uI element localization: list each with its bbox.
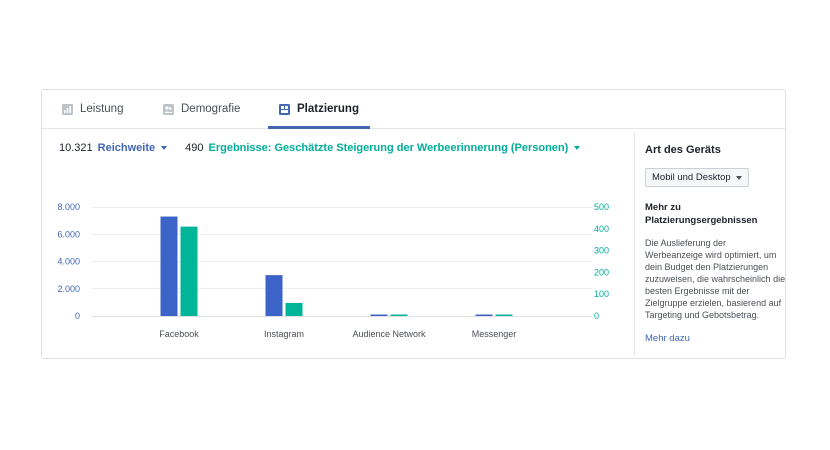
tab-platzierung[interactable]: Platzierung	[268, 90, 370, 129]
right-tick-label: 400	[594, 224, 609, 234]
placement-description: Die Auslieferung der Werbeanzeige wird o…	[645, 238, 786, 320]
left-tick-label: 8.000	[57, 202, 80, 212]
bar	[495, 314, 513, 316]
right-tick-label: 100	[594, 289, 609, 299]
device-title: Art des Geräts	[645, 144, 721, 156]
right-tick-label: 300	[594, 246, 609, 256]
tab-bar: Leistung Demografie Platzierung	[42, 90, 785, 129]
people-icon	[163, 103, 174, 115]
device-select[interactable]: Mobil und Desktop	[645, 168, 749, 187]
placement-icon	[279, 103, 290, 115]
device-select-value: Mobil und Desktop	[652, 172, 731, 183]
tab-label: Leistung	[80, 103, 124, 115]
placement-results-heading: Mehr zu Platzierungsergebnissen	[645, 202, 758, 226]
category-labels: Facebook Instagram Audience Network Messeng…	[159, 329, 516, 339]
chevron-down-icon	[735, 175, 742, 180]
chevron-down-icon	[574, 146, 581, 150]
chevron-down-icon	[161, 146, 168, 150]
placement-card: Leistung Demografie Platzierung 10.321 R…	[41, 89, 786, 359]
bar	[285, 302, 303, 316]
bar	[265, 275, 283, 316]
bar-chart-icon	[62, 103, 73, 115]
learn-more-link[interactable]: Mehr dazu	[645, 333, 690, 344]
right-tick-label: 0	[594, 311, 599, 321]
reach-value: 10.321	[59, 142, 93, 154]
placement-chart: 0 2.000 4.000 6.000 8.000 0 100 200 300 400 500 F…	[57, 202, 609, 339]
bar-marks	[160, 216, 513, 316]
tab-leistung[interactable]: Leistung	[62, 90, 123, 128]
right-tick-label: 500	[594, 202, 609, 212]
bar	[160, 216, 178, 316]
bar	[180, 226, 198, 316]
tab-demografie[interactable]: Demografie	[163, 90, 240, 128]
metrics-row: 10.321 Reichweite 490 Ergebnisse: Geschä…	[59, 142, 581, 154]
chart-grid	[92, 207, 592, 317]
category-label: Facebook	[159, 329, 199, 339]
bar	[390, 314, 408, 316]
tab-label: Platzierung	[297, 103, 359, 115]
left-tick-label: 2.000	[57, 284, 80, 294]
right-tick-label: 200	[594, 267, 609, 277]
left-tick-label: 0	[75, 311, 80, 321]
reach-metric-dropdown[interactable]: Reichweite	[97, 142, 168, 154]
category-label: Audience Network	[352, 329, 426, 339]
results-value: 490	[185, 142, 204, 154]
tab-label: Demografie	[181, 103, 241, 115]
category-label: Messenger	[472, 329, 517, 339]
category-label: Instagram	[264, 329, 304, 339]
results-metric-dropdown[interactable]: Ergebnisse: Geschätzte Steigerung der We…	[208, 142, 581, 154]
right-axis: 0 100 200 300 400 500	[594, 202, 609, 321]
reach-label: Reichweite	[97, 142, 156, 154]
bar	[370, 314, 388, 316]
results-label: Ergebnisse: Geschätzte Steigerung der We…	[208, 142, 569, 154]
device-panel: Art des Geräts Mobil und Desktop Mehr zu…	[634, 132, 786, 356]
left-tick-label: 4.000	[57, 257, 80, 267]
left-axis: 0 2.000 4.000 6.000 8.000	[57, 202, 80, 321]
bar	[475, 314, 493, 316]
left-tick-label: 6.000	[57, 229, 80, 239]
